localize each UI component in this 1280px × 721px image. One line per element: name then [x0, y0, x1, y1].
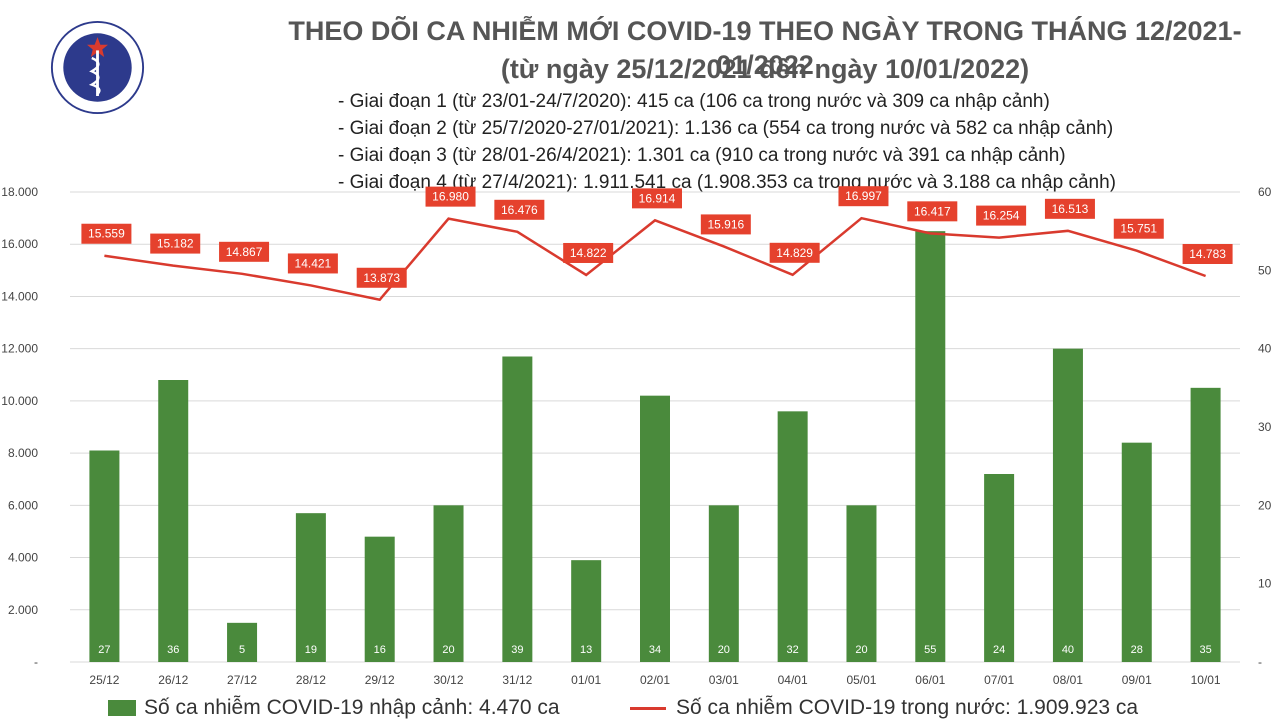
- legend-domestic-cases: Số ca nhiễm COVID-19 trong nước: 1.909.9…: [630, 695, 1138, 721]
- x-axis-tick: 27/12: [227, 673, 257, 687]
- line-value-label: 15.916: [707, 217, 744, 231]
- left-axis-tick: 14.000: [1, 289, 38, 303]
- bar: [502, 357, 532, 663]
- x-axis-tick: 03/01: [709, 673, 739, 687]
- x-axis-tick: 05/01: [846, 673, 876, 687]
- legend-line-label: Số ca nhiễm COVID-19 trong nước: 1.909.9…: [676, 696, 1138, 720]
- bar-value-label: 20: [855, 644, 867, 656]
- bar: [1122, 443, 1152, 662]
- x-axis-tick: 06/01: [915, 673, 945, 687]
- left-axis-tick: 6.000: [8, 498, 38, 512]
- line-value-label: 16.997: [845, 189, 882, 203]
- line-value-label: 16.417: [914, 204, 951, 218]
- bar-value-label: 35: [1199, 644, 1211, 656]
- right-axis-tick: 50: [1258, 263, 1272, 277]
- bar: [296, 513, 326, 662]
- left-axis-tick: 8.000: [8, 446, 38, 460]
- bar-value-label: 40: [1062, 644, 1074, 656]
- left-axis-tick: 4.000: [8, 551, 38, 565]
- line-value-label: 15.182: [157, 237, 194, 251]
- bar-value-label: 28: [1131, 644, 1143, 656]
- line-value-label: 16.513: [1052, 202, 1089, 216]
- line-value-label: 16.476: [501, 203, 538, 217]
- bar: [778, 411, 808, 662]
- x-axis-tick: 25/12: [89, 673, 119, 687]
- legend-bar-label: Số ca nhiễm COVID-19 nhập cảnh: 4.470 ca: [144, 696, 560, 720]
- right-axis-tick: 20: [1258, 498, 1272, 512]
- bar-value-label: 32: [787, 644, 799, 656]
- bar-value-label: 39: [511, 644, 523, 656]
- bar: [1053, 349, 1083, 662]
- left-axis-tick: 16.000: [1, 237, 38, 251]
- x-axis-tick: 01/01: [571, 673, 601, 687]
- bar-value-label: 5: [239, 644, 245, 656]
- bar-value-label: 13: [580, 644, 592, 656]
- bar-value-label: 24: [993, 644, 1005, 656]
- x-axis-tick: 30/12: [434, 673, 464, 687]
- legend-line-swatch: [630, 707, 666, 710]
- x-axis-tick: 08/01: [1053, 673, 1083, 687]
- line-value-label: 15.751: [1120, 222, 1157, 236]
- line-value-label: 14.829: [776, 246, 813, 260]
- left-axis-tick: 12.000: [1, 342, 38, 356]
- line-value-label: 14.783: [1189, 247, 1226, 261]
- x-axis-tick: 04/01: [778, 673, 808, 687]
- domestic-cases-line: [104, 218, 1205, 300]
- x-axis-tick: 26/12: [158, 673, 188, 687]
- x-axis-tick: 29/12: [365, 673, 395, 687]
- line-value-label: 14.867: [226, 245, 263, 259]
- bar-value-label: 20: [442, 644, 454, 656]
- left-axis-tick: 2.000: [8, 603, 38, 617]
- bar-value-label: 19: [305, 644, 317, 656]
- legend-imported-cases: Số ca nhiễm COVID-19 nhập cảnh: 4.470 ca: [108, 695, 560, 721]
- bar-value-label: 34: [649, 644, 661, 656]
- legend-bar-swatch: [108, 700, 136, 716]
- line-value-label: 16.980: [432, 190, 469, 204]
- bar: [227, 623, 257, 662]
- bar: [984, 474, 1014, 662]
- bar: [89, 451, 119, 663]
- line-value-label: 14.822: [570, 246, 607, 260]
- right-axis-tick: 40: [1258, 342, 1272, 356]
- bar: [158, 380, 188, 662]
- line-value-label: 16.914: [639, 191, 676, 205]
- bar-value-label: 16: [374, 644, 386, 656]
- bar: [640, 396, 670, 662]
- bar: [915, 231, 945, 662]
- right-axis-tick: -: [1258, 655, 1262, 669]
- line-value-label: 15.559: [88, 227, 125, 241]
- x-axis-tick: 10/01: [1191, 673, 1221, 687]
- line-value-label: 14.421: [295, 256, 332, 270]
- right-axis-tick: 60: [1258, 185, 1272, 199]
- bar-value-label: 36: [167, 644, 179, 656]
- right-axis-tick: 30: [1258, 420, 1272, 434]
- bar-value-label: 27: [98, 644, 110, 656]
- left-axis-tick: 10.000: [1, 394, 38, 408]
- right-axis-tick: 10: [1258, 577, 1272, 591]
- line-value-label: 13.873: [363, 271, 400, 285]
- x-axis-tick: 31/12: [502, 673, 532, 687]
- bar-value-label: 20: [718, 644, 730, 656]
- left-axis-tick: -: [34, 655, 38, 669]
- x-axis-tick: 02/01: [640, 673, 670, 687]
- bar: [709, 505, 739, 662]
- x-axis-tick: 28/12: [296, 673, 326, 687]
- bar: [846, 505, 876, 662]
- x-axis-tick: 09/01: [1122, 673, 1152, 687]
- line-value-label: 16.254: [983, 209, 1020, 223]
- bar: [1191, 388, 1221, 662]
- bar-value-label: 55: [924, 644, 936, 656]
- left-axis-tick: 18.000: [1, 185, 38, 199]
- bar: [434, 505, 464, 662]
- x-axis-tick: 07/01: [984, 673, 1014, 687]
